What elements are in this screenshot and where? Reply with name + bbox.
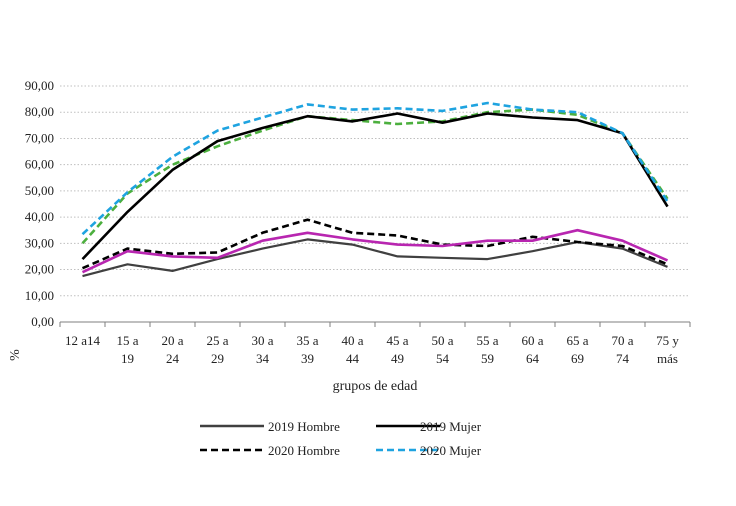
x-tick-label: 70 a 74 [611,333,633,366]
legend-label: 2020 Mujer [420,443,482,458]
series-line-3 [81,101,669,236]
y-tick-label: 0,00 [31,314,54,329]
y-tick-label: 30,00 [25,235,54,250]
y-tick-labels: 0,00 10,00 20,00 30,00 40,00 50,00 60,00 70,00 8… [25,78,54,329]
x-tick-label: 25 a 29 [206,333,228,366]
x-tick-label: 40 a 44 [341,333,363,366]
y-tick-label: 80,00 [25,104,54,119]
series-line-0 [82,238,668,278]
x-tick-label: 55 a 59 [476,333,498,366]
series-line-4 [81,228,669,274]
y-tick-label: 20,00 [25,262,54,277]
y-tick-label: 90,00 [25,78,54,93]
series-lines [81,101,669,278]
y-tick-label: 50,00 [25,183,54,198]
legend-label: 2019 Mujer [420,419,482,434]
y-tick-label: 60,00 [25,157,54,172]
x-tick-labels: 12 a14 15 a 19 20 a 24 25 a 29 30 a 34 35 a 39 40 a… [65,333,679,366]
x-tick-label: 12 a14 [65,333,101,348]
x-tick-label: 20 a 24 [161,333,183,366]
x-tick-label: 35 a 39 [296,333,318,366]
y-tick-label: 40,00 [25,209,54,224]
y-tick-label: 70,00 [25,130,54,145]
x-tick-label: 15 a 19 [116,333,138,366]
x-tick-label: 65 a 69 [566,333,588,366]
x-tick-label: 60 a 64 [521,333,543,366]
legend-label: 2019 Hombre [268,419,340,434]
legend-label: 2020 Hombre [268,443,340,458]
axes [59,321,691,327]
x-axis-title: grupos de edad [333,379,418,394]
x-tick-label: 75 y más [656,333,679,366]
series-line-5 [81,108,669,245]
legend: 2019 Hombre 2019 Mujer 2020 Hombre 2020 Muj… [200,419,482,458]
y-tick-label: 10,00 [25,288,54,303]
series-line-1 [81,112,669,260]
y-axis-title: % [8,349,23,361]
x-tick-label: 50 a 54 [431,333,453,366]
x-tick-label: 45 a 49 [386,333,408,366]
x-tick-label: 30 a 34 [251,333,273,366]
series-line-2 [81,218,668,270]
